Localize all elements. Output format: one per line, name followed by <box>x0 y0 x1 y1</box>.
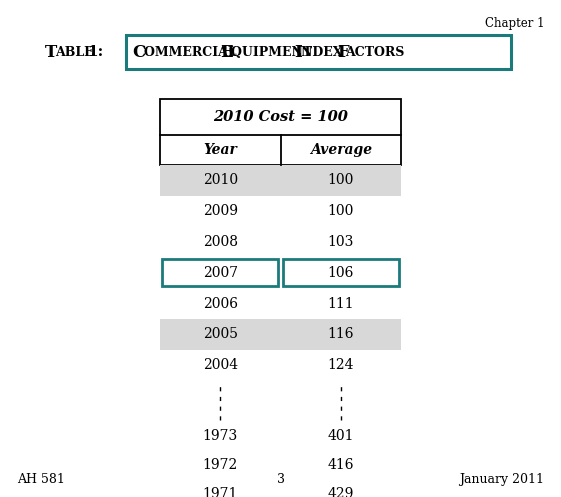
Bar <box>160 165 401 196</box>
Text: I: I <box>295 44 302 61</box>
Text: 124: 124 <box>328 358 354 372</box>
Text: 1971: 1971 <box>203 487 238 497</box>
Text: 416: 416 <box>328 458 354 472</box>
Text: 1973: 1973 <box>203 429 238 443</box>
Text: 1:: 1: <box>87 45 103 59</box>
Text: Chapter 1: Chapter 1 <box>485 17 544 30</box>
Text: 111: 111 <box>328 297 354 311</box>
Text: Year: Year <box>203 143 237 157</box>
Bar <box>160 319 401 350</box>
Text: 2007: 2007 <box>203 266 238 280</box>
Text: OMMERCIAL: OMMERCIAL <box>144 46 241 59</box>
Text: Average: Average <box>310 143 372 157</box>
Text: 1972: 1972 <box>203 458 238 472</box>
Text: F: F <box>337 44 349 61</box>
Text: C: C <box>132 44 145 61</box>
Text: NDEX: NDEX <box>301 46 347 59</box>
Text: 116: 116 <box>328 328 354 341</box>
Text: 429: 429 <box>328 487 354 497</box>
Text: 2010 Cost = 100: 2010 Cost = 100 <box>213 110 348 124</box>
Text: 401: 401 <box>328 429 354 443</box>
Text: 2006: 2006 <box>203 297 238 311</box>
Text: QUIPMENT: QUIPMENT <box>231 46 316 59</box>
Text: 2008: 2008 <box>203 235 238 249</box>
Text: 2005: 2005 <box>203 328 238 341</box>
Text: 100: 100 <box>328 173 354 187</box>
Text: E: E <box>220 44 233 61</box>
Text: 2009: 2009 <box>203 204 238 218</box>
Bar <box>160 99 401 165</box>
Text: 2010: 2010 <box>203 173 238 187</box>
Text: ABLE: ABLE <box>55 46 94 59</box>
Text: T: T <box>45 44 57 61</box>
Text: 100: 100 <box>328 204 354 218</box>
Text: 106: 106 <box>328 266 354 280</box>
Text: 103: 103 <box>328 235 354 249</box>
Text: 2004: 2004 <box>203 358 238 372</box>
Text: ACTORS: ACTORS <box>346 46 405 59</box>
Text: AH 581: AH 581 <box>17 473 65 486</box>
Text: 3: 3 <box>277 473 284 486</box>
Text: January 2011: January 2011 <box>459 473 544 486</box>
